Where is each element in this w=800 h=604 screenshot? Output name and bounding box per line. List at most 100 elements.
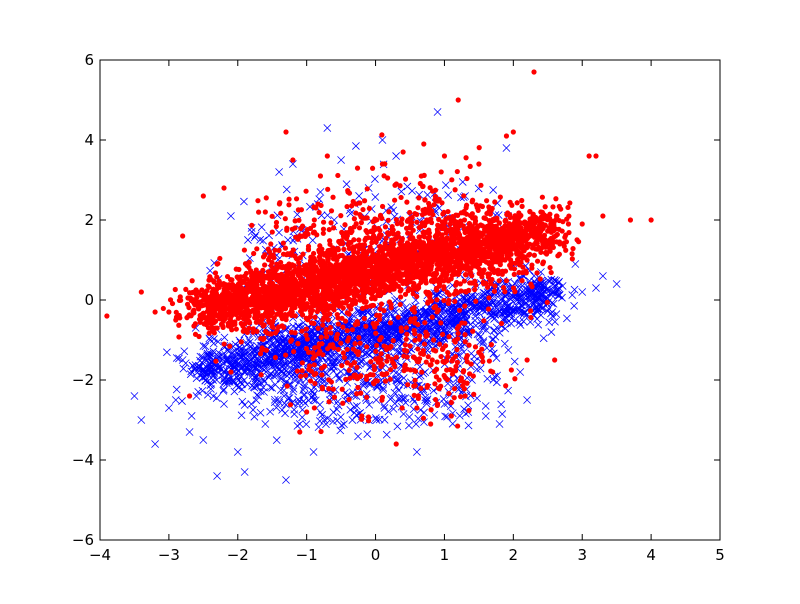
- scatter-point-x: [391, 326, 399, 335]
- scatter-point-x: [592, 284, 600, 292]
- scatter-point-x: [274, 365, 283, 374]
- scatter-point-dot: [233, 326, 239, 332]
- scatter-point-x: [336, 413, 345, 421]
- scatter-point-x: [316, 188, 325, 196]
- scatter-point-dot: [466, 241, 472, 247]
- scatter-point-x: [219, 367, 228, 376]
- scatter-point-dot: [551, 227, 557, 234]
- scatter-point-x: [523, 396, 531, 404]
- scatter-point-x: [542, 294, 551, 303]
- scatter-point-x: [233, 448, 242, 456]
- scatter-point-x: [403, 182, 412, 191]
- scatter-point-x: [367, 311, 376, 320]
- scatter-point-dot: [553, 196, 559, 202]
- scatter-point-x: [220, 400, 228, 408]
- scatter-point-dot: [184, 315, 190, 321]
- scatter-point-x: [172, 354, 181, 362]
- scatter-point-dot: [205, 283, 211, 289]
- scatter-point-x: [187, 412, 196, 420]
- scatter-point-x: [387, 309, 396, 318]
- scatter-point-x: [399, 374, 408, 382]
- scatter-point-x: [527, 287, 535, 296]
- scatter-point-x: [237, 372, 245, 381]
- scatter-point-x: [501, 292, 510, 301]
- scatter-point-x: [543, 307, 552, 315]
- scatter-point-x: [354, 326, 363, 334]
- scatter-point-x: [519, 317, 528, 326]
- scatter-point-x: [516, 321, 525, 329]
- scatter-point-dot: [518, 244, 525, 251]
- scatter-point-dot: [537, 229, 543, 235]
- scatter-point-x: [492, 354, 501, 362]
- scatter-point-x: [294, 350, 303, 358]
- scatter-point-dot: [531, 252, 537, 258]
- scatter-point-dot: [521, 221, 528, 227]
- scatter-point-x: [204, 390, 212, 399]
- scatter-point-x: [547, 328, 556, 336]
- scatter-point-x: [214, 363, 222, 372]
- scatter-point-x: [362, 337, 371, 346]
- scatter-point-x: [247, 400, 256, 408]
- scatter-point-x: [242, 340, 251, 349]
- scatter-point-x: [537, 311, 545, 320]
- scatter-point-x: [502, 307, 511, 316]
- scatter-point-x: [194, 388, 203, 396]
- scatter-point-dot: [188, 297, 194, 303]
- scatter-point-dot: [246, 325, 252, 331]
- scatter-point-x: [462, 292, 471, 301]
- scatter-point-dot: [231, 307, 237, 314]
- scatter-point-x: [240, 197, 248, 206]
- scatter-point-x: [495, 420, 504, 428]
- scatter-point-x: [393, 422, 402, 431]
- scatter-point-x: [401, 304, 410, 312]
- scatter-point-x: [346, 405, 355, 414]
- scatter-point-x: [526, 318, 535, 326]
- scatter-point-dot: [511, 271, 517, 277]
- scatter-point-x: [249, 405, 257, 414]
- scatter-point-x: [278, 406, 286, 414]
- scatter-point-dot: [530, 213, 536, 219]
- scatter-point-x: [335, 373, 343, 382]
- scatter-point-x: [185, 428, 194, 436]
- scatter-point-x: [578, 288, 587, 296]
- scatter-point-x: [308, 236, 317, 245]
- scatter-point-x: [558, 282, 567, 290]
- scatter-point-x: [238, 397, 247, 406]
- scatter-point-x: [237, 411, 246, 420]
- scatter-point-dot: [356, 237, 362, 243]
- scatter-point-x: [240, 401, 249, 409]
- scatter-point-x: [337, 156, 345, 164]
- scatter-point-dot: [556, 203, 562, 210]
- scatter-point-x: [266, 407, 275, 416]
- scatter-point-x: [481, 402, 490, 410]
- scatter-point-x: [275, 228, 283, 237]
- scatter-point-x: [238, 362, 247, 370]
- scatter-point-dot: [566, 229, 572, 236]
- scatter-point-x: [464, 421, 473, 430]
- scatter-point-dot: [562, 234, 568, 240]
- scatter-point-x: [516, 368, 525, 376]
- scatter-point-x: [504, 346, 513, 354]
- scatter-point-dot: [569, 256, 575, 262]
- scatter-point-x: [227, 360, 236, 369]
- scatter-point-x: [212, 394, 221, 402]
- scatter-point-x: [272, 371, 281, 380]
- scatter-point-dot: [184, 301, 191, 307]
- scatter-point-x: [491, 301, 500, 309]
- scatter-point-x: [378, 136, 387, 144]
- scatter-point-dot: [177, 294, 183, 300]
- scatter-point-x: [299, 397, 308, 406]
- scatter-point-x: [244, 236, 252, 244]
- scatter-point-x: [515, 281, 524, 290]
- scatter-point-x: [532, 303, 541, 312]
- scatter-point-x: [397, 187, 406, 196]
- scatter-point-x: [219, 385, 228, 394]
- scatter-point-x: [549, 287, 557, 296]
- scatter-point-dot: [246, 320, 253, 326]
- scatter-point-dot: [514, 200, 520, 206]
- scatter-point-x: [500, 339, 509, 348]
- scatter-point-x: [483, 374, 492, 383]
- scatter-point-x: [353, 402, 361, 410]
- scatter-point-x: [251, 231, 260, 240]
